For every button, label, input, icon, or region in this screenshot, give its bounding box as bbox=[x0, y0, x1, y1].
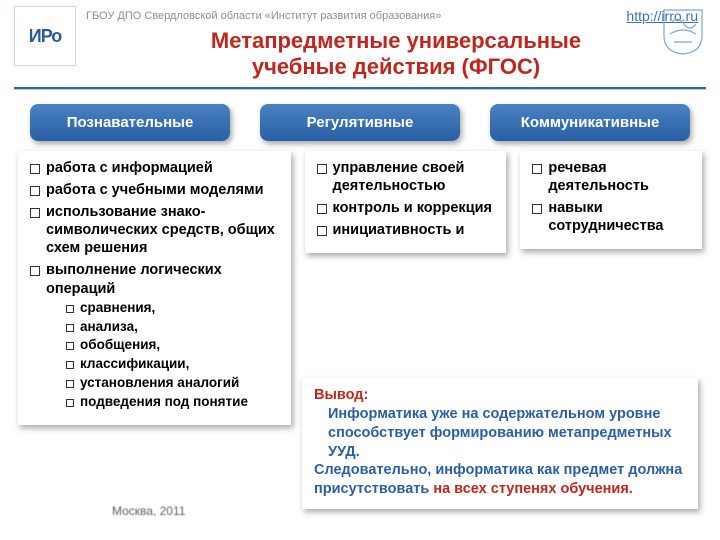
title-line-2: учебные действия (ФГОС) bbox=[86, 54, 706, 80]
card-communicative: речевая деятельность навыки сотрудничест… bbox=[520, 151, 702, 250]
list-item: речевая деятельность bbox=[530, 159, 692, 195]
org-line: ГБОУ ДПО Свердловской области «Институт … bbox=[86, 8, 706, 24]
footer-date: Москва, 2011 bbox=[112, 505, 185, 518]
sub-list-item: классификации, bbox=[64, 356, 281, 373]
title-line-1: Метапредметные универсальные bbox=[86, 28, 706, 54]
sub-list-item: подведения под понятие bbox=[64, 394, 281, 411]
pill-cognitive: Познавательные bbox=[30, 104, 230, 141]
conclusion-body-2b: на всех ступенях обучения. bbox=[433, 481, 633, 497]
conclusion-card: Вывод: Информатика уже на содержательном… bbox=[302, 378, 698, 509]
list-item-label: выполнение логических операций bbox=[46, 262, 222, 296]
list-item: работа с информацией bbox=[28, 159, 281, 177]
conclusion-title: Вывод: bbox=[314, 386, 686, 405]
list-item: использование знако-символических средст… bbox=[28, 203, 281, 257]
card-cognitive: работа с информацией работа с учебными м… bbox=[18, 151, 291, 425]
column-cognitive: работа с информацией работа с учебными м… bbox=[18, 151, 291, 425]
conclusion-body-2: Следовательно, информатика как предмет д… bbox=[314, 461, 686, 499]
org-name: ГБОУ ДПО Свердловской области «Институт … bbox=[86, 10, 441, 22]
crest-icon bbox=[660, 6, 706, 56]
sub-list-item: анализа, bbox=[64, 319, 281, 336]
footer-city-year: Москва, 2011 bbox=[112, 504, 185, 518]
list-item: выполнение логических операций сравнения… bbox=[28, 261, 281, 411]
sub-list-item: сравнения, bbox=[64, 300, 281, 317]
slide-header: ИРо ГБОУ ДПО Свердловской области «Инсти… bbox=[0, 0, 720, 81]
list-item: контроль и коррекция bbox=[315, 199, 497, 217]
list-item: управление своей деятельностью bbox=[315, 159, 497, 195]
list-item: инициативность и bbox=[315, 221, 497, 239]
list-item: навыки сотрудничества bbox=[530, 199, 692, 235]
logo-text: ИРо bbox=[29, 26, 62, 47]
header-text-block: ГБОУ ДПО Свердловской области «Институт … bbox=[86, 6, 706, 81]
sub-list-item: установления аналогий bbox=[64, 375, 281, 392]
header-divider bbox=[14, 87, 706, 90]
list-item: работа с учебными моделями bbox=[28, 181, 281, 199]
pill-communicative: Коммуникативные bbox=[490, 104, 690, 141]
slide-title: Метапредметные универсальные учебные дей… bbox=[86, 28, 706, 81]
conclusion-body-1: Информатика уже на содержательном уровне… bbox=[314, 405, 686, 462]
category-pill-row: Познавательные Регулятивные Коммуникатив… bbox=[0, 100, 720, 151]
logo: ИРо bbox=[14, 6, 76, 66]
sub-list-item: обобщения, bbox=[64, 337, 281, 354]
pill-regulatory: Регулятивные bbox=[260, 104, 460, 141]
card-regulatory: управление своей деятельностью контроль … bbox=[305, 151, 507, 254]
